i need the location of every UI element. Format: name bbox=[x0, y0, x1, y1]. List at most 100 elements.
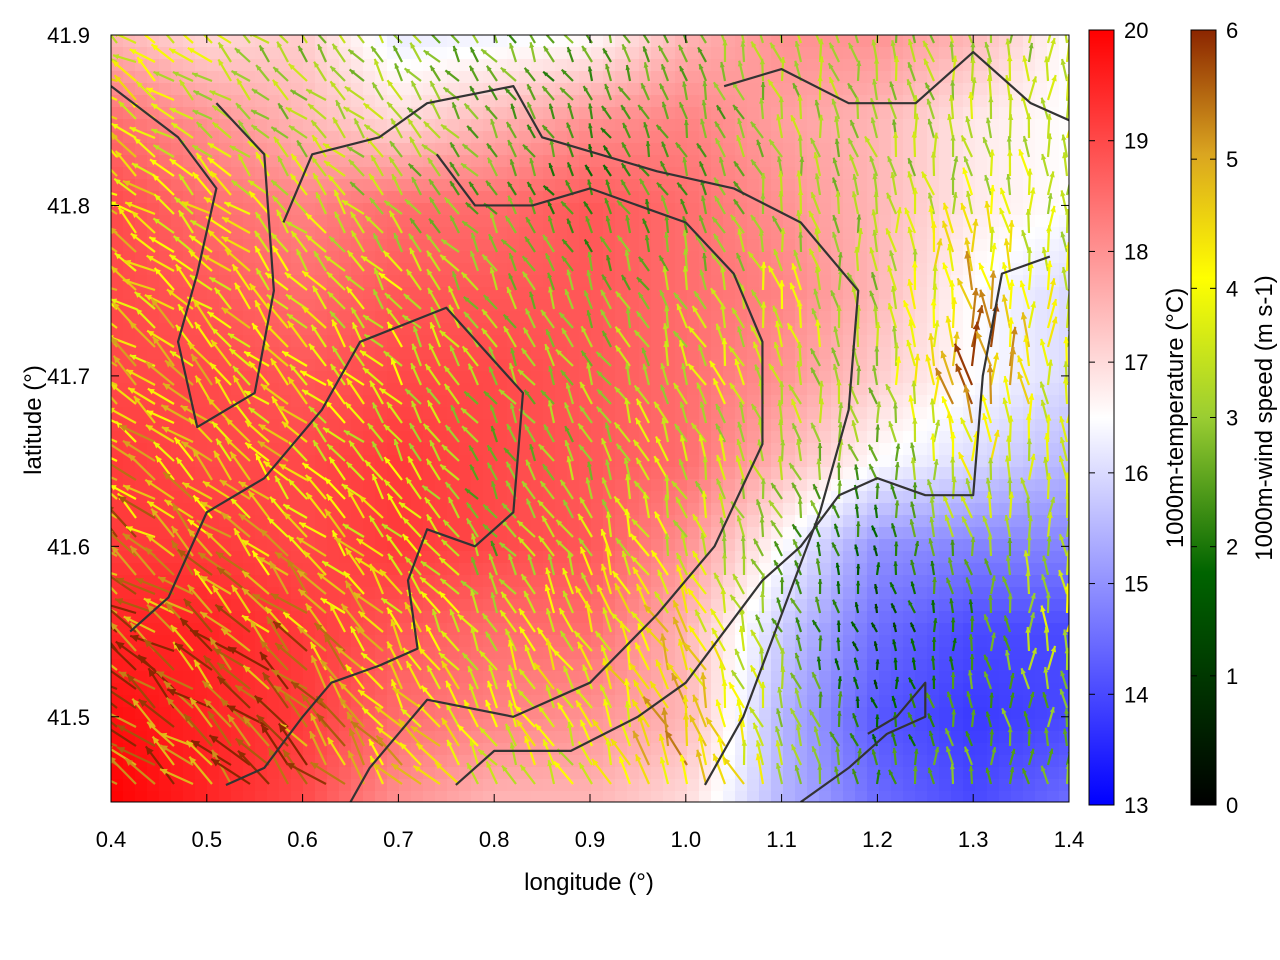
temperature-cell bbox=[591, 35, 604, 48]
temperature-cell bbox=[1011, 35, 1024, 48]
temperature-cell bbox=[855, 275, 868, 288]
temperature-cell bbox=[639, 503, 652, 516]
temperature-cell bbox=[855, 119, 868, 132]
temperature-cell bbox=[627, 83, 640, 96]
temperature-cell bbox=[807, 575, 820, 588]
temperature-cell bbox=[591, 95, 604, 108]
temperature-cell bbox=[591, 263, 604, 276]
temperature-cell bbox=[663, 239, 676, 252]
temperature-cell bbox=[411, 287, 424, 300]
temperature-cell bbox=[471, 395, 484, 408]
temperature-cell bbox=[783, 239, 796, 252]
temperature-cell bbox=[915, 71, 928, 84]
temperature-cell bbox=[459, 263, 472, 276]
temperature-cell bbox=[747, 275, 760, 288]
temperature-cell bbox=[819, 719, 832, 732]
temperature-cell bbox=[351, 515, 364, 528]
temperature-cell bbox=[495, 479, 508, 492]
temperature-cell bbox=[1011, 431, 1024, 444]
temperature-cell bbox=[687, 407, 700, 420]
temperature-cell bbox=[639, 299, 652, 312]
temperature-cell bbox=[483, 95, 496, 108]
temperature-cell bbox=[819, 227, 832, 240]
temperature-cell bbox=[975, 503, 988, 516]
temperature-cell bbox=[879, 491, 892, 504]
temperature-cell bbox=[939, 287, 952, 300]
temperature-cell bbox=[867, 551, 880, 564]
temperature-cell bbox=[939, 131, 952, 144]
temperature-cell bbox=[1011, 455, 1024, 468]
temperature-cell bbox=[783, 191, 796, 204]
temperature-cell bbox=[243, 671, 256, 684]
temperature-cell bbox=[939, 611, 952, 624]
temperature-cell bbox=[651, 71, 664, 84]
temperature-cell bbox=[1047, 635, 1060, 648]
temperature-cell bbox=[915, 647, 928, 660]
temperature-cell bbox=[591, 599, 604, 612]
temperature-cell bbox=[1011, 107, 1024, 120]
temperature-cell bbox=[591, 707, 604, 720]
temperature-cell bbox=[399, 251, 412, 264]
temperature-cell bbox=[783, 635, 796, 648]
temperature-cell bbox=[831, 671, 844, 684]
temperature-cell bbox=[903, 107, 916, 120]
temperature-cell bbox=[807, 407, 820, 420]
temperature-cell bbox=[879, 551, 892, 564]
temperature-cell bbox=[915, 287, 928, 300]
temperature-cell bbox=[915, 215, 928, 228]
temperature-cell bbox=[891, 623, 904, 636]
temperature-cell bbox=[783, 431, 796, 444]
temperature-cell bbox=[879, 431, 892, 444]
temperature-cell bbox=[963, 767, 976, 780]
temperature-cell bbox=[555, 155, 568, 168]
temperature-cell bbox=[915, 47, 928, 60]
temperature-cell bbox=[975, 155, 988, 168]
temperature-cell bbox=[231, 59, 244, 72]
temperature-cell bbox=[1011, 239, 1024, 252]
temperature-cell bbox=[651, 95, 664, 108]
temperature-cell bbox=[1059, 47, 1072, 60]
temperature-cell bbox=[423, 119, 436, 132]
temperature-cell bbox=[327, 779, 340, 792]
temperature-cell bbox=[267, 767, 280, 780]
temperature-cell bbox=[783, 155, 796, 168]
temperature-cell bbox=[1011, 587, 1024, 600]
temperature-cell bbox=[1011, 635, 1024, 648]
temperature-cell bbox=[879, 455, 892, 468]
temperature-cell bbox=[783, 35, 796, 48]
temperature-cell bbox=[1035, 263, 1048, 276]
temperature-cell bbox=[687, 443, 700, 456]
temperature-cell bbox=[819, 539, 832, 552]
temperature-cell bbox=[747, 203, 760, 216]
temperature-cell bbox=[855, 575, 868, 588]
temperature-cell bbox=[603, 347, 616, 360]
temperature-cell bbox=[879, 287, 892, 300]
temperature-cell bbox=[279, 707, 292, 720]
temperature-cell bbox=[639, 323, 652, 336]
temperature-cell bbox=[303, 683, 316, 696]
temperature-cell bbox=[279, 383, 292, 396]
temperature-cell bbox=[363, 203, 376, 216]
temperature-cell bbox=[915, 551, 928, 564]
temperature-cell bbox=[819, 431, 832, 444]
temperature-cell bbox=[1059, 503, 1072, 516]
temperature-cell bbox=[567, 227, 580, 240]
temperature-cell bbox=[1047, 767, 1060, 780]
temperature-cell bbox=[915, 479, 928, 492]
temperature-cell bbox=[1011, 515, 1024, 528]
temperature-cell bbox=[231, 323, 244, 336]
temperature-cell bbox=[831, 719, 844, 732]
temperature-cell bbox=[1059, 755, 1072, 768]
temperature-cell bbox=[399, 179, 412, 192]
temperature-cell bbox=[1011, 611, 1024, 624]
temperature-cell bbox=[759, 455, 772, 468]
temperature-cell bbox=[1047, 347, 1060, 360]
temperature-cell bbox=[867, 47, 880, 60]
temperature-cell bbox=[147, 779, 160, 792]
temperature-cell bbox=[519, 251, 532, 264]
temperature-cell bbox=[879, 335, 892, 348]
temperature-cell bbox=[783, 611, 796, 624]
temperature-cell bbox=[963, 107, 976, 120]
temperature-cell bbox=[687, 431, 700, 444]
temperature-cell bbox=[831, 275, 844, 288]
